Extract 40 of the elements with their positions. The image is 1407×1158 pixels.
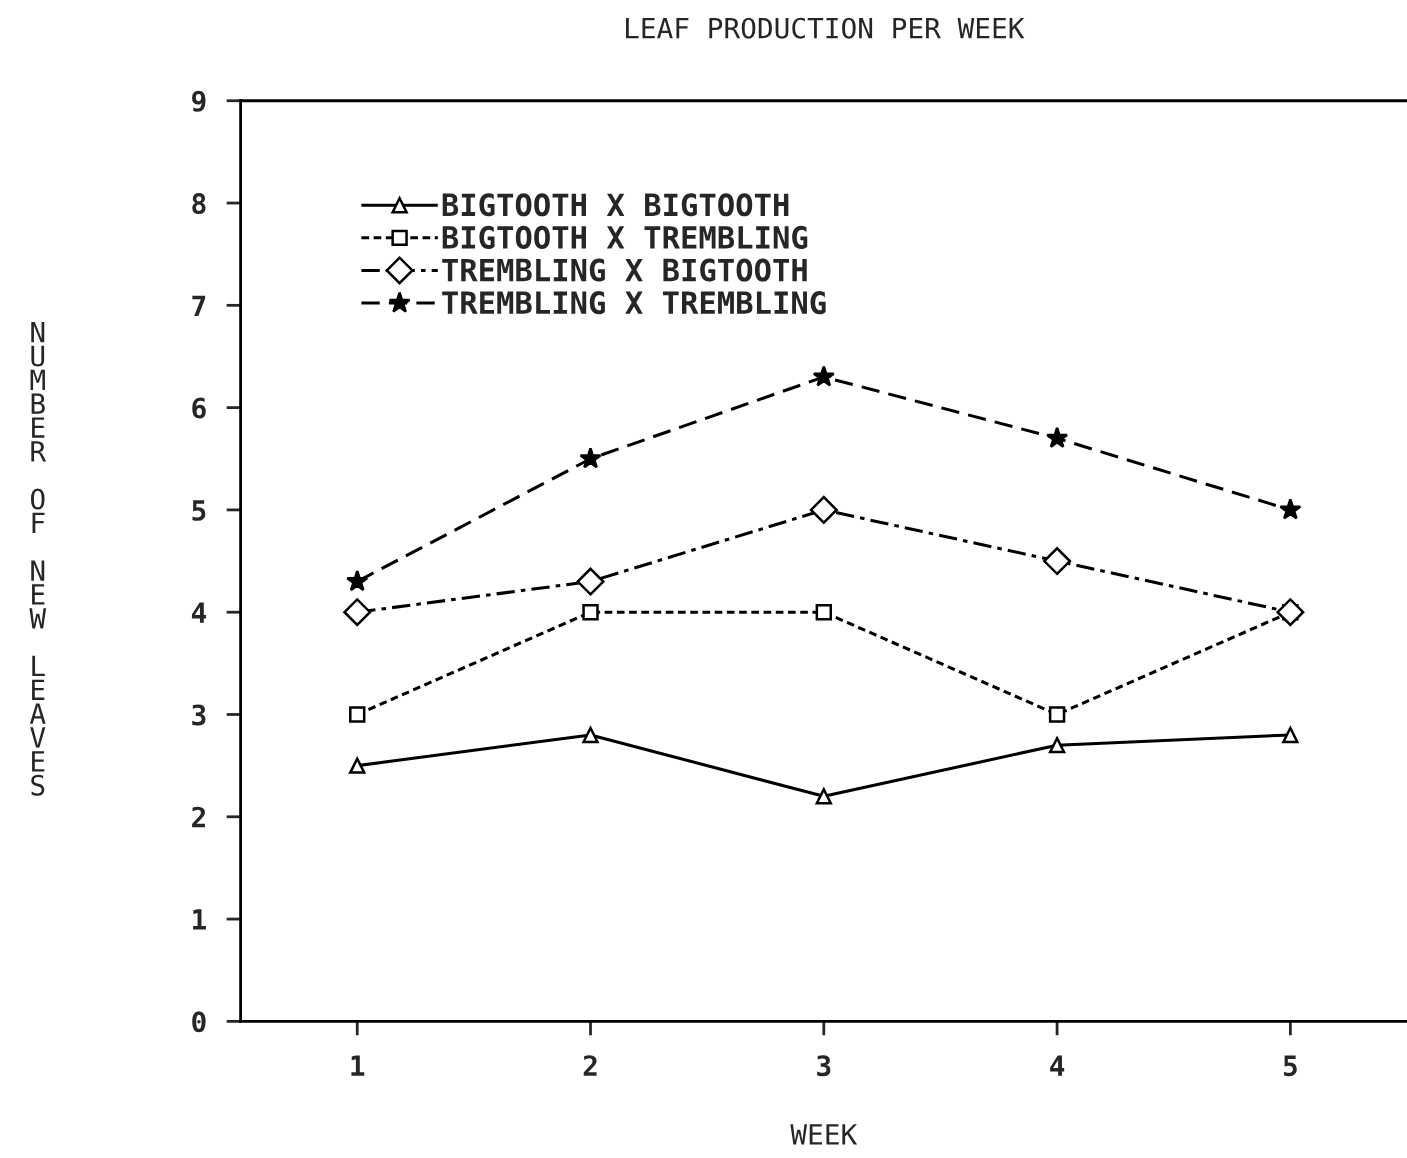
point	[815, 788, 832, 805]
y-tick-label: 1	[193, 909, 206, 930]
y-tick-label: 4	[191, 602, 207, 623]
x-tick-label: 3	[817, 1055, 831, 1077]
y-tick-label: 2	[192, 806, 205, 828]
legend-label: BIGTOOTH X TREMBLING	[442, 225, 808, 249]
legend-label: TREMBLING X TREMBLING	[442, 291, 826, 315]
point	[1282, 726, 1299, 744]
x-axis-title: WEEK	[790, 1124, 858, 1145]
point	[1043, 547, 1072, 576]
point	[579, 447, 602, 469]
x-tick-label: 2	[583, 1055, 597, 1076]
point	[346, 569, 369, 592]
point	[576, 567, 605, 596]
chart-title: LEAF PRODUCTION PER WEEK	[626, 17, 1025, 39]
x-tick-label: 5	[1283, 1055, 1297, 1077]
y-tick-label: 7	[192, 295, 206, 316]
point	[809, 495, 838, 524]
point	[815, 604, 832, 621]
point	[1048, 706, 1066, 723]
point	[582, 726, 599, 744]
x-tick-label: 1	[351, 1055, 365, 1076]
point	[349, 706, 366, 723]
point	[343, 598, 372, 627]
y-tick-label: 9	[192, 90, 206, 112]
y-tick-label: 0	[192, 1011, 206, 1033]
text: NUMBER OF NEW LEAVES	[29, 322, 47, 796]
legend-label: TREMBLING X BIGTOOTH	[442, 258, 807, 282]
point	[812, 365, 835, 387]
point	[1045, 426, 1069, 448]
point	[349, 757, 366, 774]
y-tick-label: 5	[192, 500, 206, 521]
point	[582, 604, 599, 621]
x-tick-label: 4	[1050, 1055, 1065, 1076]
point	[1048, 736, 1066, 754]
point	[1279, 498, 1302, 520]
y-tick-label: 6	[192, 397, 206, 419]
y-tick-label: 8	[192, 192, 206, 214]
legend-label: BIGTOOTH X BIGTOOTH	[442, 193, 789, 217]
y-tick-label: 3	[192, 704, 206, 726]
